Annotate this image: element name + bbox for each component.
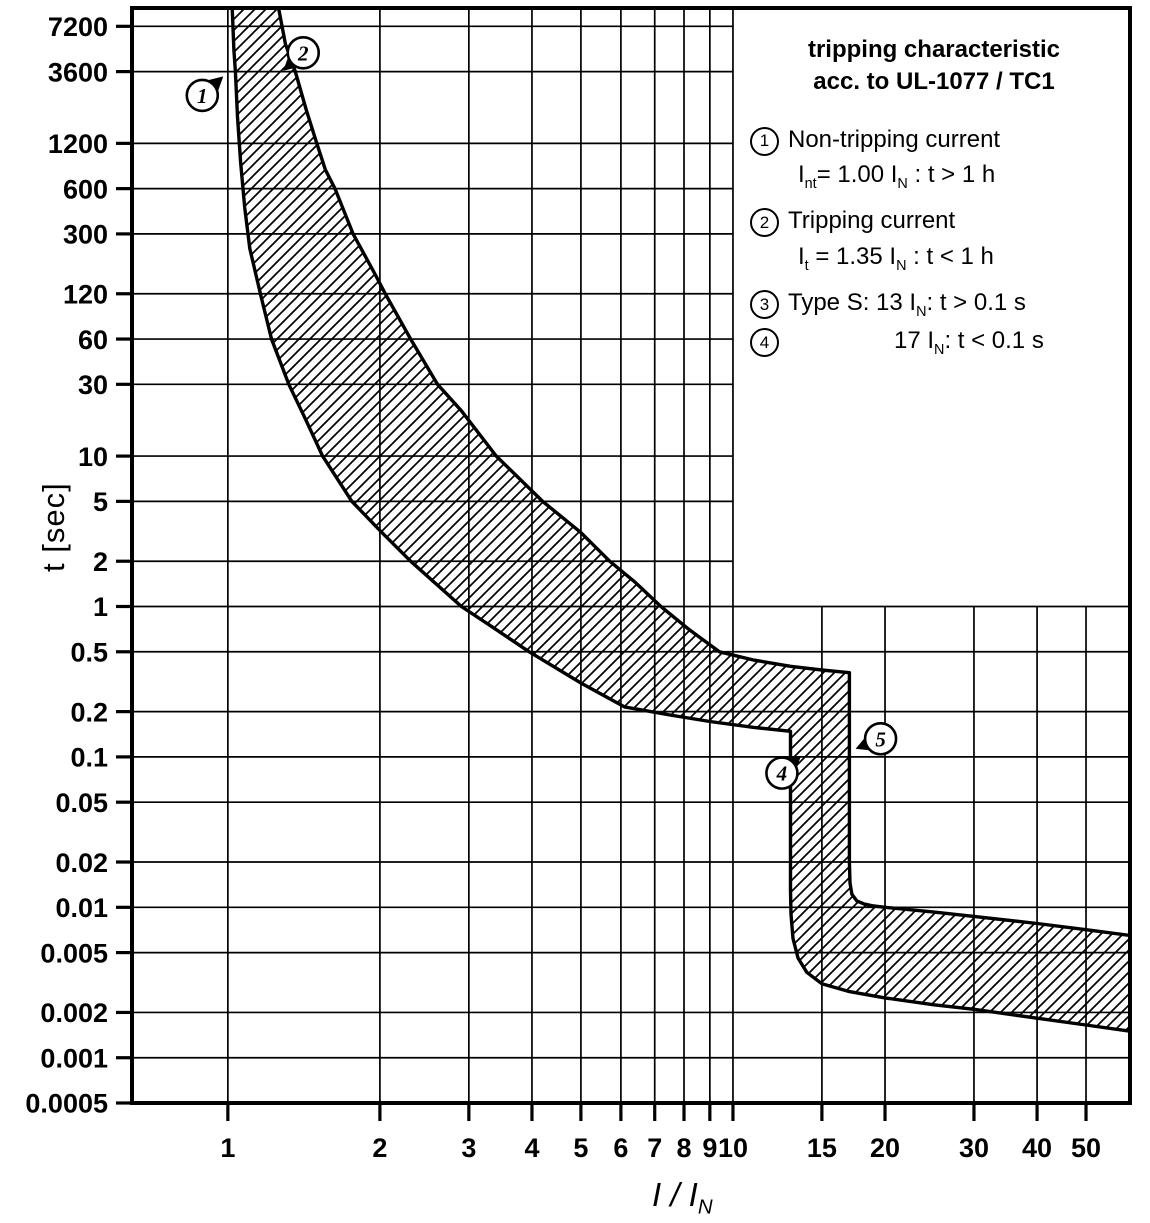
marker-circle bbox=[185, 78, 220, 113]
marker-number: 1 bbox=[197, 84, 208, 108]
y-tick-label: 1 bbox=[93, 592, 108, 622]
x-tick-label: 2 bbox=[372, 1133, 387, 1163]
marker-circle bbox=[286, 35, 321, 70]
x-tick-label: 1 bbox=[220, 1133, 235, 1163]
y-tick-label: 7200 bbox=[48, 12, 108, 42]
y-tick-label: 0.01 bbox=[55, 893, 108, 923]
y-tick-label: 0.02 bbox=[55, 848, 108, 878]
y-tick-label: 0.1 bbox=[70, 743, 108, 773]
legend-item-1: 1 Non-tripping current Int= 1.00 IN : t > … bbox=[750, 125, 1130, 194]
curve-marker-4: 4 bbox=[765, 756, 801, 790]
legend-title: tripping characteristic acc. to UL-1077 … bbox=[738, 34, 1130, 99]
y-tick-label: 5 bbox=[93, 487, 108, 517]
legend-title-line1: tripping characteristic bbox=[807, 36, 1061, 63]
plot-frame bbox=[130, 6, 1132, 1105]
x-tick-label: 4 bbox=[524, 1133, 539, 1163]
legend-item-number-circle: 2 bbox=[750, 208, 779, 238]
y-tick-label: 60 bbox=[78, 325, 108, 355]
y-axis-label: t [sec] bbox=[36, 482, 71, 572]
legend-item-text: Non-tripping current Int= 1.00 IN : t > 1… bbox=[788, 125, 1001, 192]
axis-ticks bbox=[116, 24, 1088, 1121]
x-tick-label: 9 bbox=[702, 1133, 717, 1163]
legend-item-text: Tripping current It = 1.35 IN : t < 1 h bbox=[788, 207, 994, 274]
y-tick-label: 1200 bbox=[48, 129, 108, 159]
marker-circle bbox=[863, 721, 898, 756]
legend-item-number-circle: 3 bbox=[750, 290, 779, 320]
x-tick-label: 50 bbox=[1071, 1133, 1101, 1163]
y-tick-label: 0.5 bbox=[70, 637, 108, 667]
y-tick-label: 30 bbox=[78, 370, 108, 400]
x-tick-label: 3 bbox=[461, 1133, 476, 1163]
legend-item-formula: Int= 1.00 IN : t > 1 h bbox=[798, 161, 996, 192]
y-tick-label: 120 bbox=[63, 279, 108, 309]
curve-marker-2: 2 bbox=[283, 35, 321, 71]
marker-number: 2 bbox=[297, 41, 309, 65]
x-axis-label-sub: N bbox=[697, 1195, 713, 1219]
y-tick-label: 300 bbox=[63, 220, 108, 250]
x-tick-label: 8 bbox=[676, 1133, 691, 1163]
legend-item-number-circle: 1 bbox=[750, 126, 779, 156]
x-axis-label-main: I / I bbox=[652, 1176, 698, 1213]
legend-item-3: 3 Type S: 13 IN: t > 0.1 s bbox=[750, 288, 1130, 321]
y-tick-label: 10 bbox=[78, 442, 108, 472]
y-tick-label: 0.002 bbox=[40, 998, 108, 1028]
x-tick-label: 30 bbox=[959, 1133, 989, 1163]
x-axis-label: I / IN bbox=[652, 1176, 713, 1220]
x-tick-label: 20 bbox=[870, 1133, 900, 1163]
y-tick-label: 0.005 bbox=[40, 938, 108, 968]
marker-number: 5 bbox=[875, 727, 886, 751]
x-tick-label: 6 bbox=[613, 1133, 628, 1163]
marker-pointer-triangle bbox=[207, 76, 224, 92]
marker-number: 4 bbox=[776, 762, 788, 786]
legend-item-formula: It = 1.35 IN : t < 1 h bbox=[798, 242, 994, 274]
x-tick-label: 10 bbox=[718, 1133, 748, 1163]
marker-circle bbox=[765, 756, 799, 790]
legend-item-2: 2 Tripping current It = 1.35 IN : t < 1 h bbox=[750, 206, 1130, 275]
curve-marker-1: 1 bbox=[185, 76, 224, 113]
y-tick-label: 2 bbox=[93, 547, 108, 577]
legend: tripping characteristic acc. to UL-1077 … bbox=[738, 34, 1130, 373]
y-tick-label: 0.0005 bbox=[25, 1089, 108, 1119]
tripping-band bbox=[230, 8, 1130, 1033]
legend-item-number-circle: 4 bbox=[750, 328, 779, 358]
axis-tick-labels: 7200360012006003001206030105210.50.20.10… bbox=[25, 12, 1101, 1163]
legend-title-line2: acc. to UL-1077 / TC1 bbox=[813, 68, 1055, 96]
legend-item-text: 17 IN: t < 0.1 s bbox=[894, 327, 1044, 359]
y-tick-label: 600 bbox=[63, 174, 108, 204]
x-tick-label: 5 bbox=[573, 1133, 588, 1163]
legend-item-4: 4 17 IN: t < 0.1 s bbox=[750, 326, 1130, 359]
y-tick-label: 0.001 bbox=[40, 1043, 108, 1073]
y-tick-label: 3600 bbox=[48, 57, 108, 87]
x-tick-label: 15 bbox=[807, 1133, 837, 1163]
y-tick-label: 0.2 bbox=[70, 697, 108, 727]
y-tick-label: 0.05 bbox=[55, 788, 108, 818]
legend-item-text: Type S: 13 IN: t > 0.1 s bbox=[788, 289, 1026, 320]
x-tick-label: 40 bbox=[1022, 1133, 1052, 1163]
x-tick-label: 7 bbox=[647, 1133, 662, 1163]
legend-items: 1 Non-tripping current Int= 1.00 IN : t > … bbox=[738, 125, 1130, 360]
curve-marker-5: 5 bbox=[855, 721, 898, 756]
